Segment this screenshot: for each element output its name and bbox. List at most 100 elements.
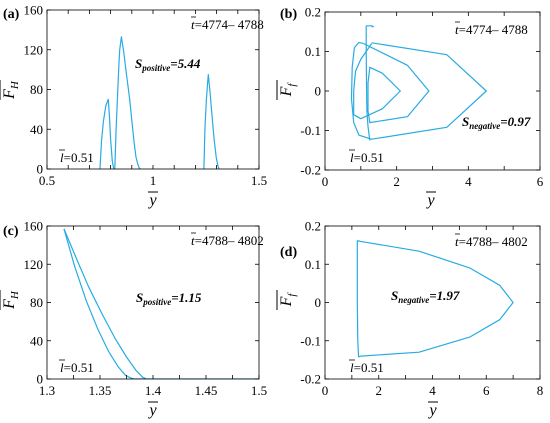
- t-prefix: t: [191, 233, 195, 248]
- l-prefix: l: [60, 150, 64, 165]
- s-annotation: Spositive=1.15: [136, 290, 202, 307]
- y-axis-label: Ff: [276, 290, 298, 310]
- x-tick-label: 1.35: [89, 383, 112, 398]
- series-group: [99, 36, 220, 169]
- x-tick-label: 1.45: [195, 383, 218, 398]
- x-tick-label: 1.5: [251, 383, 267, 398]
- t-range-annotation: t=4788– 4802: [455, 234, 528, 249]
- y-tick-label: -0.2: [300, 163, 321, 178]
- y-tick-label: 160: [24, 219, 44, 234]
- panel-label: (d): [280, 245, 297, 260]
- y-label-main: F: [278, 296, 295, 307]
- t-range-annotation: t=4774– 4788: [191, 17, 264, 32]
- t-range: =4774– 4788: [195, 17, 264, 32]
- x-axis-label: y: [427, 402, 437, 419]
- y-tick-label: 40: [30, 333, 43, 348]
- l-annotation: l=0.51: [350, 150, 384, 165]
- y-tick-label: -0.2: [300, 372, 321, 387]
- y-tick-label: -0.1: [300, 333, 321, 348]
- series-line-1: [365, 25, 371, 141]
- x-tick-label: 6: [537, 174, 544, 189]
- y-axis-label: FH: [0, 80, 21, 100]
- t-range: =4788– 4802: [459, 234, 528, 249]
- plot-frame: [46, 9, 260, 170]
- s-value: =1.15: [171, 290, 202, 305]
- series-line-1: [63, 228, 135, 379]
- x-tick-label: 6: [483, 383, 490, 398]
- s-sub: positive: [142, 297, 171, 307]
- l-annotation: l=0.51: [60, 360, 94, 375]
- y-axis-label: FH: [0, 290, 21, 310]
- l-prefix: l: [350, 360, 354, 375]
- panel-label: (b): [280, 7, 297, 22]
- y-label-main: F: [278, 86, 295, 97]
- y-label-sub: H: [9, 290, 21, 300]
- t-prefix: t: [191, 17, 195, 32]
- y-label-sub: f: [286, 292, 298, 297]
- series-line-3: [353, 42, 487, 140]
- panel-label: (c): [3, 224, 19, 239]
- y-label-main: F: [1, 299, 18, 310]
- t-prefix: t: [455, 234, 459, 249]
- series-line-1: [356, 239, 514, 358]
- y-tick-label: 0.2: [305, 5, 321, 20]
- y-axis-label: Ff: [276, 80, 298, 100]
- y-label-main: F: [1, 89, 18, 100]
- x-tick-label: 2: [393, 174, 400, 189]
- l-prefix: l: [60, 360, 64, 375]
- x-tick-label: 1.4: [145, 383, 162, 398]
- s-main: S: [136, 290, 143, 305]
- l-annotation: l=0.51: [350, 360, 384, 375]
- series-group: [63, 228, 259, 379]
- x-axis-label: y: [147, 192, 157, 209]
- series-group: [350, 25, 487, 141]
- l-annotation: l=0.51: [60, 150, 94, 165]
- t-range-annotation: t=4774– 4788: [455, 22, 528, 37]
- t-range: =4788– 4802: [195, 233, 264, 248]
- s-value: =0.97: [500, 114, 531, 129]
- y-tick-label: 80: [30, 295, 43, 310]
- s-value: =1.97: [429, 288, 460, 303]
- t-range: =4774– 4788: [459, 22, 528, 37]
- panel-label: (a): [3, 7, 20, 22]
- s-value: =5.44: [170, 56, 201, 71]
- x-tick-label: 1.5: [251, 173, 267, 188]
- svg-text:Ff: Ff: [278, 82, 298, 98]
- series-line-3: [203, 74, 220, 169]
- y-label-sub: f: [286, 82, 298, 87]
- x-tick-label: 0: [322, 174, 329, 189]
- y-tick-label: -0.1: [300, 123, 321, 138]
- t-prefix: t: [455, 22, 459, 37]
- y-tick-label: 0.1: [305, 257, 321, 272]
- svg-text:FH: FH: [1, 80, 21, 100]
- x-tick-label: 4: [465, 174, 472, 189]
- y-tick-label: 0: [315, 84, 322, 99]
- s-main: S: [135, 56, 142, 71]
- x-tick-label: 1.3: [39, 383, 55, 398]
- y-tick-label: 80: [30, 82, 43, 97]
- series-line-2: [366, 25, 374, 28]
- series-line-4: [350, 41, 364, 123]
- y-tick-label: 0.1: [305, 44, 321, 59]
- s-sub: negative: [469, 121, 500, 131]
- y-tick-label: 0: [37, 372, 44, 387]
- x-tick-label: 8: [537, 383, 544, 398]
- svg-text:FH: FH: [1, 290, 21, 310]
- s-main: S: [462, 114, 469, 129]
- s-main: S: [391, 288, 398, 303]
- y-tick-label: 120: [24, 257, 44, 272]
- x-tick-label: 4: [429, 383, 436, 398]
- panel-c: 1.3 1.35 1.4 1.45 1.504080120160(c)yFHt=4788…: [0, 219, 267, 419]
- s-annotation: Snegative=0.97: [462, 114, 531, 131]
- y-tick-label: 120: [24, 42, 44, 57]
- series-group: [356, 239, 514, 358]
- x-axis-label: y: [147, 402, 157, 419]
- l-value: =0.51: [64, 360, 94, 375]
- s-annotation: Snegative=1.97: [391, 288, 460, 305]
- s-sub: positive: [141, 63, 170, 73]
- l-value: =0.51: [64, 150, 94, 165]
